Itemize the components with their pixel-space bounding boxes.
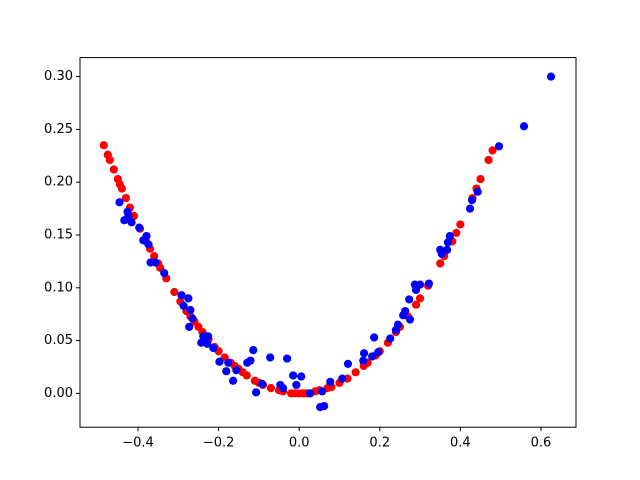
- scatter-point: [243, 358, 252, 367]
- scatter-point: [391, 325, 400, 335]
- scatter-point: [359, 349, 369, 358]
- x-tick-label: −0.2: [203, 436, 235, 451]
- scatter-point: [177, 291, 186, 300]
- scatter-point: [320, 401, 329, 411]
- scatter-point: [519, 122, 529, 131]
- scatter-point: [188, 314, 197, 323]
- scatter-point: [436, 245, 445, 254]
- scatter-point: [443, 238, 452, 247]
- scatter-point: [465, 204, 475, 213]
- scatter-point: [232, 366, 241, 375]
- scatter-point: [120, 216, 129, 225]
- scatter-point: [179, 301, 188, 310]
- scatter-point: [266, 384, 276, 393]
- scatter-point: [117, 184, 127, 193]
- y-tick-label: 0.10: [44, 280, 73, 295]
- scatter-point: [405, 315, 415, 324]
- scatter-point: [484, 155, 493, 165]
- scatter-point: [415, 294, 425, 303]
- scatter-point: [115, 198, 124, 207]
- scatter-point: [127, 218, 136, 227]
- scatter-point: [229, 376, 238, 385]
- scatter-point: [170, 287, 179, 297]
- scatter-point: [318, 387, 327, 396]
- scatter-point: [289, 371, 298, 380]
- scatter-point: [160, 268, 169, 278]
- scatter-point: [476, 174, 485, 184]
- scatter-point: [374, 348, 383, 357]
- scatter-point: [105, 155, 114, 165]
- x-tick-label: 0.6: [531, 436, 552, 451]
- scatter-point: [297, 372, 306, 381]
- x-tick-label: 0.2: [369, 436, 390, 451]
- scatter-point: [399, 311, 408, 320]
- scatter-point: [405, 295, 414, 304]
- scatter-point: [184, 294, 193, 303]
- scatter-point: [251, 388, 261, 397]
- scatter-point: [222, 367, 231, 376]
- scatter-point: [199, 332, 208, 341]
- y-tick-label: 0.15: [44, 228, 73, 243]
- scatter-point: [494, 142, 504, 151]
- y-tick-label: 0.25: [44, 122, 73, 137]
- scatter-point: [411, 285, 421, 295]
- scatter-point: [224, 358, 233, 367]
- x-tick-label: 0.0: [289, 436, 310, 451]
- y-tick-label: 0.05: [44, 333, 73, 348]
- scatter-point: [209, 343, 218, 353]
- scatter-point: [473, 187, 482, 196]
- scatter-point: [452, 228, 461, 237]
- y-tick-label: 0.00: [44, 386, 73, 401]
- scatter-point: [99, 141, 108, 150]
- scatter-point: [249, 346, 258, 355]
- scatter-point: [488, 146, 497, 155]
- scatter-point: [258, 379, 267, 389]
- scatter-point: [351, 368, 360, 377]
- scatter-point: [370, 333, 379, 342]
- scatter-point: [203, 339, 212, 348]
- scatter-point: [359, 356, 368, 365]
- scatter-point: [338, 374, 347, 383]
- x-tick-label: −0.4: [122, 436, 154, 451]
- y-tick-label: 0.20: [44, 175, 73, 190]
- scatter-point: [185, 322, 194, 331]
- y-tick-label: 0.30: [44, 69, 73, 84]
- scatter-point: [215, 357, 224, 366]
- scatter-point: [456, 220, 465, 229]
- scatter-point: [109, 165, 118, 174]
- scatter-point: [424, 279, 434, 288]
- scatter-point: [186, 305, 195, 315]
- scatter-point: [436, 259, 445, 268]
- scatter-point: [283, 354, 292, 363]
- scatter-point: [121, 193, 131, 203]
- scatter-point: [467, 196, 477, 205]
- scatter-point: [135, 223, 144, 232]
- scatter-point: [326, 377, 335, 386]
- scatter-point: [368, 352, 377, 361]
- scatter-point: [343, 359, 353, 368]
- x-tick-label: 0.4: [450, 436, 471, 451]
- scatter-point: [278, 384, 288, 393]
- scatter-point: [386, 334, 395, 343]
- scatter-point: [411, 300, 421, 309]
- scatter-point: [242, 371, 251, 380]
- scatter-point: [266, 353, 275, 362]
- scatter-point: [197, 338, 206, 347]
- scatter-point: [305, 389, 315, 398]
- scatter-point: [546, 72, 556, 81]
- scatter-point: [146, 258, 155, 267]
- scatter-point: [129, 211, 139, 221]
- scatter-point: [292, 380, 301, 390]
- scatter-point: [150, 252, 159, 261]
- scatter-point: [142, 231, 151, 241]
- scatter-point: [445, 231, 454, 241]
- axes-frame: [79, 57, 577, 428]
